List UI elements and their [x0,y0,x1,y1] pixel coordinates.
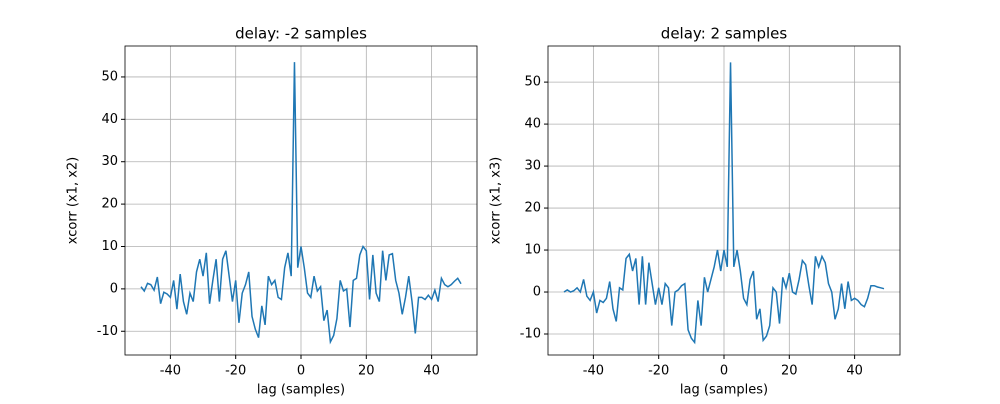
x-tick-label: -20 [648,364,669,379]
y-tick-label: 40 [101,112,118,127]
line-series [140,62,462,345]
x-tick-label: 20 [781,364,798,379]
chart-title: delay: 2 samples [661,25,788,43]
axes-frame [124,45,478,356]
x-tick-label: 40 [423,364,440,379]
y-tick-label: -10 [520,327,541,342]
y-tick-label: 20 [101,197,118,212]
y-tick-label: 0 [110,281,118,296]
x-axis-label: lag (samples) [257,383,345,398]
y-axis-label: xcorr (x1, x3) [489,157,504,245]
y-tick-label: 30 [524,159,541,174]
y-tick-label: -10 [97,324,118,339]
y-tick-label: 30 [101,154,118,169]
x-tick-label: -20 [225,364,246,379]
y-tick-label: 50 [524,75,541,90]
x-tick-label: 0 [720,364,728,379]
x-tick-label: -40 [160,364,181,379]
x-tick-label: 20 [358,364,375,379]
x-axis-label: lag (samples) [680,383,768,398]
y-tick-label: 10 [101,239,118,254]
chart-title: delay: -2 samples [235,25,367,43]
line-series [563,62,885,345]
y-tick-label: 40 [524,117,541,132]
x-tick-label: -40 [583,364,604,379]
y-axis-label: xcorr (x1, x2) [66,157,81,245]
x-tick-label: 40 [846,364,863,379]
y-tick-label: 20 [524,201,541,216]
y-tick-label: 10 [524,243,541,258]
x-tick-label: 0 [297,364,305,379]
axes-frame [547,45,901,356]
y-tick-label: 50 [101,69,118,84]
y-tick-label: 0 [533,285,541,300]
